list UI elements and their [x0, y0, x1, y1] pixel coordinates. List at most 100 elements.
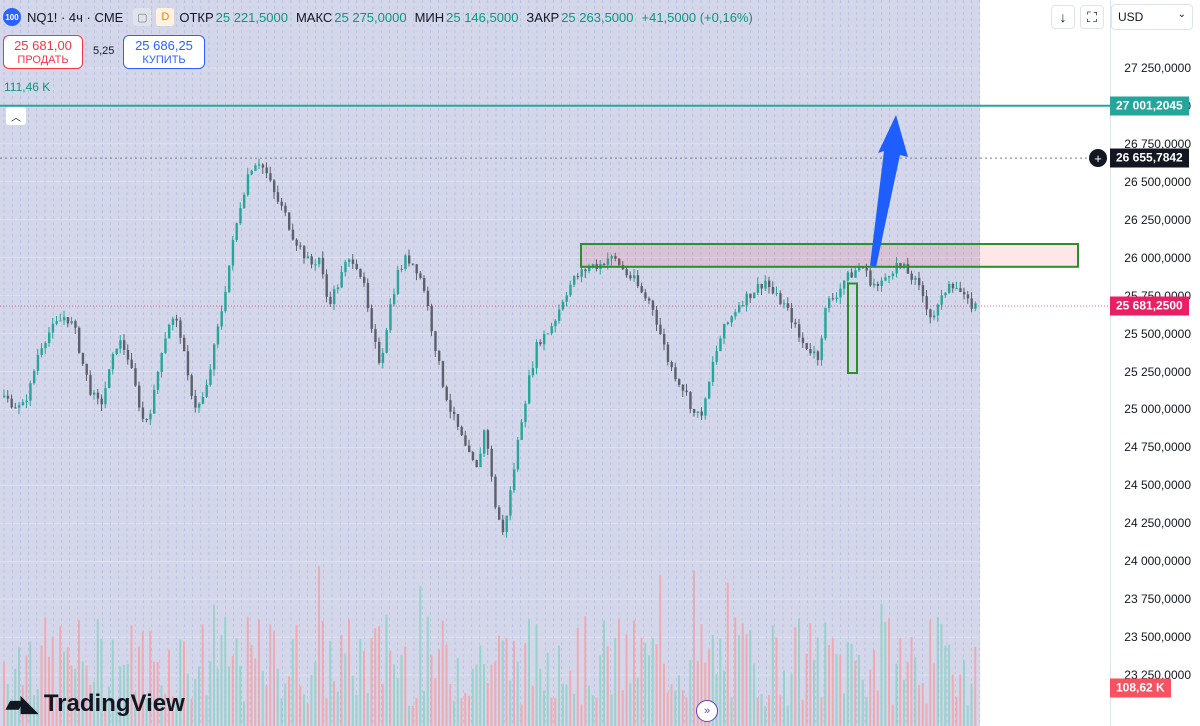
volume-bar — [141, 631, 144, 726]
symbol-badge[interactable]: 100 — [3, 8, 21, 26]
candle-body — [235, 223, 238, 241]
candle-body — [498, 507, 501, 520]
symbol-name[interactable]: NQ1! · 4ч · CME — [27, 9, 124, 25]
candle-body — [273, 180, 276, 193]
candle-body — [895, 262, 898, 274]
volume-bar — [805, 653, 808, 726]
volume-bar — [396, 678, 399, 726]
candle-body — [730, 316, 733, 323]
tradingview-logo[interactable]: ▰◣ TradingView — [6, 690, 185, 718]
volume-bar — [306, 703, 309, 726]
price-axis-tick: 23 750,0000 — [1124, 592, 1191, 607]
candle-body — [970, 298, 973, 309]
candle-body — [614, 255, 617, 259]
volume-bar — [18, 646, 20, 726]
volume-bar — [426, 616, 429, 726]
eye-icon[interactable]: ▢ — [133, 8, 152, 26]
volume-bar — [509, 680, 512, 726]
volume-bar — [123, 664, 125, 726]
volume-bar — [164, 693, 167, 726]
candle-body — [689, 392, 692, 410]
chart-area[interactable] — [0, 0, 1110, 726]
sell-label: ПРОДАТЬ — [17, 54, 69, 66]
candle-body — [108, 369, 111, 389]
plus-icon[interactable]: + — [1089, 149, 1107, 168]
candle-body — [254, 165, 257, 171]
candle-body — [921, 285, 925, 297]
volume-bar — [321, 620, 324, 726]
volume-bar — [423, 690, 425, 726]
volume-bar — [340, 634, 343, 726]
currency-select[interactable]: USD ⌄ — [1111, 4, 1193, 30]
volume-bar — [25, 655, 28, 726]
candle-body — [269, 173, 272, 181]
candle-body — [190, 375, 193, 396]
volume-bar — [239, 666, 242, 726]
volume-bar — [610, 694, 613, 726]
candle-body — [906, 263, 910, 274]
candle-body — [426, 290, 430, 307]
candle-body — [543, 334, 546, 345]
buy-button[interactable]: 25 686,25 КУПИТЬ — [123, 35, 205, 69]
volume-bar — [584, 616, 587, 726]
chart-canvas[interactable] — [0, 0, 1110, 726]
volume-bar — [775, 637, 778, 726]
volume-bar — [291, 639, 294, 726]
candle-body — [959, 288, 962, 293]
low-label: МИН — [414, 9, 445, 25]
volume-bar — [756, 697, 759, 726]
candle-body — [93, 392, 96, 395]
volume-bar — [513, 640, 515, 726]
candle-body — [438, 350, 441, 362]
go-to-realtime-icon[interactable]: » — [696, 700, 718, 722]
candle-body — [753, 292, 756, 299]
volume-bar — [629, 683, 632, 726]
candle-body — [471, 452, 475, 461]
candle-body — [539, 342, 542, 345]
candle-body — [126, 349, 130, 360]
volume-bar — [846, 642, 849, 726]
candle-body — [66, 317, 70, 324]
candle-body — [209, 369, 212, 385]
arrow-down-icon[interactable]: ↓ — [1051, 5, 1075, 29]
sell-button[interactable]: 25 681,00 ПРОДАТЬ — [3, 35, 83, 69]
volume-bar — [74, 668, 77, 726]
price-axis-tick: 23 500,0000 — [1124, 630, 1191, 645]
volume-bar — [674, 690, 677, 726]
volume-bar — [606, 646, 609, 726]
price-axis-tick: 24 250,0000 — [1124, 516, 1191, 531]
candle-body — [524, 403, 527, 423]
open-label: ОТКР — [179, 9, 214, 25]
volume-bar — [385, 614, 388, 726]
volume-bar — [475, 664, 478, 726]
candle-body — [734, 312, 737, 317]
candle-body — [81, 352, 85, 364]
volume-bar — [40, 645, 43, 726]
volume-bar — [6, 684, 9, 726]
candle-body — [573, 276, 576, 285]
candle-body — [558, 309, 561, 321]
volume-bar — [873, 649, 875, 726]
volume-bar — [288, 676, 290, 726]
chevron-down-icon: ⌄ — [1177, 9, 1186, 20]
candle-body — [183, 337, 186, 352]
volume-bar — [486, 683, 489, 726]
fullscreen-icon[interactable]: ⛶ — [1080, 5, 1104, 29]
volume-bar — [921, 682, 924, 726]
volume-bar — [33, 695, 35, 726]
volume-bar — [779, 694, 782, 726]
volume-bar — [483, 664, 485, 726]
candle-body — [374, 329, 377, 342]
volume-bar — [576, 627, 579, 726]
candle-body — [565, 295, 568, 302]
volume-bar — [36, 688, 39, 726]
candle-body — [119, 340, 122, 349]
change-value: +41,5000 (+0,16%) — [641, 9, 753, 25]
candle-body — [629, 275, 632, 279]
volume-bar — [333, 681, 335, 726]
price-axis-tick: 25 000,0000 — [1124, 402, 1191, 417]
low-value: 25 146,5000 — [446, 9, 519, 25]
volume-bar — [659, 575, 662, 726]
collapse-chevron-icon[interactable]: ︿ — [6, 107, 26, 125]
d-badge[interactable]: D — [156, 8, 175, 26]
